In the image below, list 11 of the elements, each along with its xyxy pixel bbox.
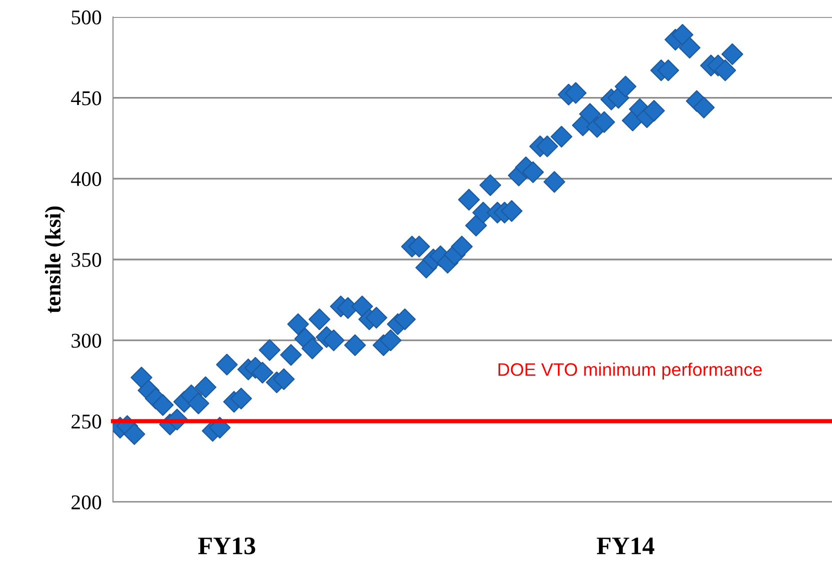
x-tick-label: FY14 (596, 538, 654, 554)
y-axis-title: tensile (ksi) (44, 206, 66, 314)
y-tick-label: 400 (71, 172, 102, 186)
y-tick-label: 200 (72, 495, 102, 510)
y-tick-label: 250 (72, 414, 102, 429)
x-tick-label: FY13 (198, 538, 256, 554)
y-tick-label: 300 (72, 334, 102, 348)
y-tick-label: 350 (72, 252, 102, 267)
y-tick-label: 500 (72, 10, 102, 24)
y-tick-label: 450 (71, 91, 102, 106)
ref-line-label: DOE VTO minimum performance (498, 362, 762, 380)
